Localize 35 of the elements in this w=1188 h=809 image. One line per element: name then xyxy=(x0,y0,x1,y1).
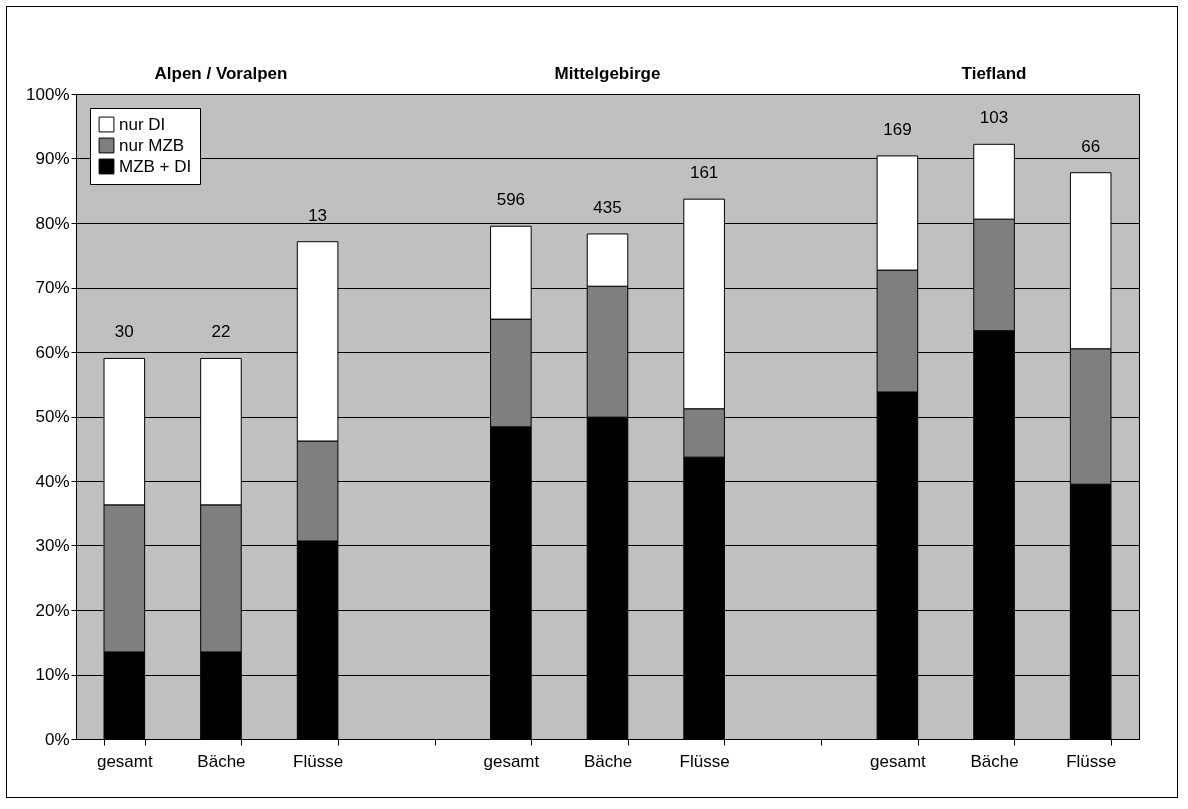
y-tick-label: 80% xyxy=(35,213,70,233)
annotation: 22 xyxy=(211,322,231,342)
y-tick-label: 40% xyxy=(35,471,70,491)
y-tick-label: 100% xyxy=(26,84,70,104)
legend-label: nur DI xyxy=(119,114,166,134)
y-tick-label: 10% xyxy=(35,665,70,684)
x-tick-label: gesamt xyxy=(870,751,927,771)
annotation: 66 xyxy=(1081,136,1101,156)
annotation: 435 xyxy=(593,197,622,217)
legend-label: MZB + DI xyxy=(119,156,192,176)
x-tick-label: Bäche xyxy=(197,751,246,771)
y-tick-label: 20% xyxy=(35,600,70,620)
text: Mittelgebirge xyxy=(554,64,661,83)
x-tick-label: Flüsse xyxy=(293,751,344,771)
legend-label: nur MZB xyxy=(119,135,185,155)
y-tick-label: 50% xyxy=(35,407,70,426)
y-tick-label: 0% xyxy=(44,729,70,749)
x-tick-label: Flüsse xyxy=(1066,751,1117,771)
y-tick-label: 60% xyxy=(35,342,70,362)
y-tick-label: 70% xyxy=(35,278,70,297)
x-tick-label: Flüsse xyxy=(679,751,730,771)
y-tick-label: 90% xyxy=(35,149,70,168)
x-tick-label: Bäche xyxy=(970,751,1019,771)
annotation: 13 xyxy=(308,205,328,225)
annotation: 161 xyxy=(689,163,719,183)
text: Alpen / Voralpen xyxy=(154,64,288,83)
annotation: 103 xyxy=(979,108,1009,128)
text: Tiefland xyxy=(961,64,1027,83)
annotation: 30 xyxy=(114,322,134,342)
x-tick-label: gesamt xyxy=(483,751,540,771)
annotation: 169 xyxy=(883,119,912,139)
annotation: 596 xyxy=(496,190,526,210)
y-tick-label: 30% xyxy=(35,536,70,555)
x-tick-label: gesamt xyxy=(96,751,153,771)
x-tick-label: Bäche xyxy=(583,751,633,771)
